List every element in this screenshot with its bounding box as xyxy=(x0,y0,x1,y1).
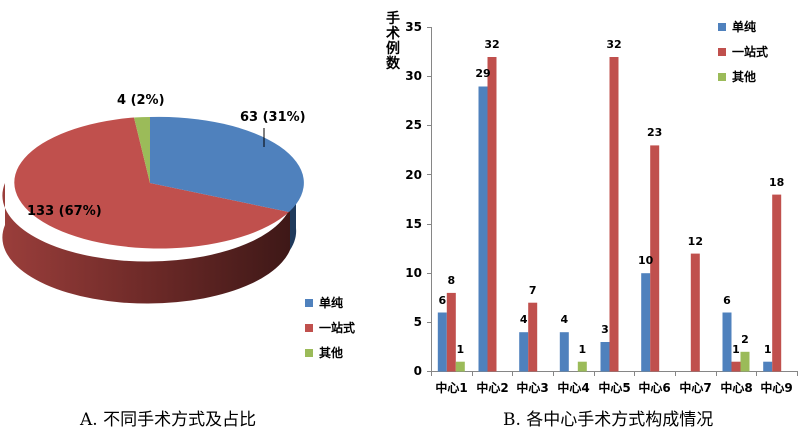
pie-legend-item-qita: 其他 xyxy=(305,340,355,365)
y-tick-20: 20 xyxy=(405,168,422,182)
bar-一站式 xyxy=(487,57,497,372)
bar-value-label: 23 xyxy=(647,126,663,140)
pie-legend-item-yizhanshi: 一站式 xyxy=(305,315,355,340)
bar-value-label: 1 xyxy=(456,342,465,356)
x-tick-center2: 中心2 xyxy=(476,381,509,395)
bar-单纯 xyxy=(641,273,651,372)
bar-其他 xyxy=(577,361,587,372)
bar-legend: 单纯 一站式 其他 xyxy=(718,14,768,89)
pie-legend: 单纯 一站式 其他 xyxy=(305,290,355,365)
bar-legend-item-yizhanshi: 一站式 xyxy=(718,39,768,64)
y-axis-label-char: 数 xyxy=(386,56,400,72)
legend-label: 单纯 xyxy=(319,296,344,310)
x-tick-center9: 中心9 xyxy=(760,381,793,395)
pie-slice-qita xyxy=(134,117,150,183)
y-tick-10: 10 xyxy=(405,266,422,280)
y-tick-5: 5 xyxy=(413,315,422,329)
y-tick-35: 35 xyxy=(405,20,422,34)
legend-label: 一站式 xyxy=(732,45,769,59)
x-tick-center4: 中心4 xyxy=(557,381,590,395)
bar-单纯 xyxy=(519,332,529,372)
bar-legend-item-danchun: 单纯 xyxy=(718,14,768,39)
bar-其他 xyxy=(455,361,465,372)
pie-slice-yizhanshi xyxy=(14,117,290,249)
bar-一站式 xyxy=(609,57,619,372)
y-tick-30: 30 xyxy=(405,69,422,83)
x-tick-center7: 中心7 xyxy=(679,381,712,395)
bar-value-label: 7 xyxy=(528,283,537,297)
bar-一站式 xyxy=(731,361,741,372)
bar-value-label: 4 xyxy=(560,313,569,327)
bar-单纯 xyxy=(437,312,447,372)
bar-一站式 xyxy=(446,292,456,372)
legend-swatch-blue xyxy=(305,298,313,307)
y-axis-label: 手 术 例 数 xyxy=(385,12,401,72)
legend-swatch-green xyxy=(305,348,313,357)
x-tick-center3: 中心3 xyxy=(516,381,549,395)
bar-value-label: 1 xyxy=(732,342,740,356)
bar-value-label: 1 xyxy=(578,342,587,356)
bar-value-label: 3 xyxy=(601,323,609,336)
legend-label: 单纯 xyxy=(732,20,757,34)
legend-label: 其他 xyxy=(319,346,344,360)
legend-swatch-blue xyxy=(718,22,726,31)
bar-value-label: 2 xyxy=(741,332,749,346)
bar-单纯 xyxy=(600,342,610,372)
pie-legend-item-danchun: 单纯 xyxy=(305,290,355,315)
bar-一站式 xyxy=(650,145,660,372)
x-tick-center6: 中心6 xyxy=(638,381,671,395)
y-axis-label-char: 例 xyxy=(386,41,400,57)
pie-label-danchun: 63 (31%) xyxy=(240,110,306,125)
bar-legend-item-qita: 其他 xyxy=(718,64,768,89)
bar-value-label: 18 xyxy=(769,175,785,189)
legend-label: 一站式 xyxy=(319,321,356,335)
legend-swatch-red xyxy=(305,323,313,332)
y-tick-25: 25 xyxy=(405,118,422,132)
pie-slice-danchun xyxy=(150,116,304,212)
caption-b: B. 各中心手术方式构成情况 xyxy=(503,410,714,430)
bar-单纯 xyxy=(763,361,773,372)
bar-value-label: 32 xyxy=(606,37,622,51)
bar-value-label: 10 xyxy=(638,254,654,268)
y-axis-label-char: 手 xyxy=(386,11,400,27)
bar-单纯 xyxy=(559,332,569,372)
pie-chart xyxy=(0,80,320,310)
pie-label-qita: 4 (2%) xyxy=(117,93,165,108)
x-tick-center5: 中心5 xyxy=(598,381,631,395)
bar-单纯 xyxy=(478,86,488,372)
bar-value-label: 1 xyxy=(763,342,772,356)
x-tick-center8: 中心8 xyxy=(720,381,753,395)
bar-value-label: 8 xyxy=(447,273,456,287)
bar-单纯 xyxy=(722,312,732,372)
bar-value-label: 6 xyxy=(723,293,731,307)
caption-a: A. 不同手术方式及占比 xyxy=(80,410,257,430)
bar-value-label: 4 xyxy=(519,313,528,327)
bar-一站式 xyxy=(690,253,700,372)
legend-swatch-red xyxy=(718,47,726,56)
pie-3d-graphic xyxy=(2,116,304,304)
legend-swatch-green xyxy=(718,72,726,81)
bar-一站式 xyxy=(528,302,538,372)
x-tick-center1: 中心1 xyxy=(435,381,468,395)
y-axis-label-char: 术 xyxy=(386,26,400,42)
pie-label-yizhanshi: 133 (67%) xyxy=(27,204,102,219)
bar-value-label: 32 xyxy=(484,37,500,51)
bar-其他 xyxy=(740,351,750,372)
bar-一站式 xyxy=(772,194,782,372)
y-tick-0: 0 xyxy=(413,364,422,378)
bar-value-label: 12 xyxy=(687,234,703,248)
legend-label: 其他 xyxy=(732,70,757,84)
bar-value-label: 6 xyxy=(438,293,447,307)
pie-side-red xyxy=(2,183,291,304)
bar-value-label: 29 xyxy=(475,67,491,81)
y-tick-15: 15 xyxy=(405,217,422,231)
